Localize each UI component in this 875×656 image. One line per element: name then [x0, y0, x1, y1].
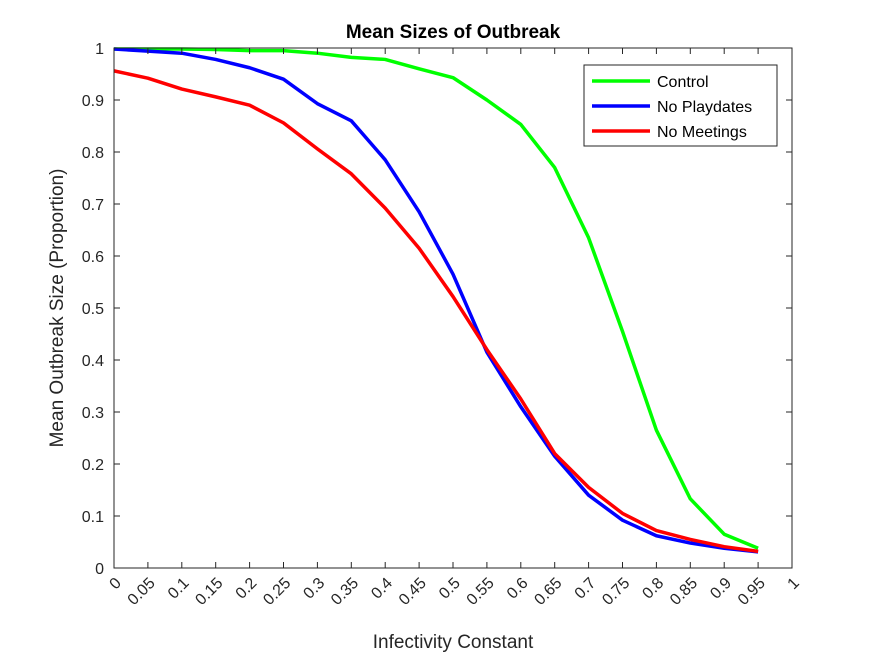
legend: Control No Playdates No Meetings	[583, 64, 778, 147]
y-tick-label: 0.4	[82, 353, 104, 370]
y-tick-label: 0.5	[82, 301, 104, 318]
series-line-control	[114, 47, 759, 550]
series-layer	[113, 47, 759, 554]
y-tick-labels: 0 0.1 0.2 0.3 0.4 0.5 0.6 0.7 0.8 0.9 1	[82, 41, 104, 578]
y-tick-label: 0.8	[82, 145, 104, 162]
legend-label-no-playdates: No Playdates	[657, 99, 752, 116]
y-tick-label: 0.3	[82, 405, 104, 422]
legend-label-control: Control	[657, 74, 709, 91]
axes-layer	[113, 47, 793, 569]
y-tick-label: 1	[95, 41, 104, 58]
legend-label-no-meetings: No Meetings	[657, 124, 747, 141]
y-tick-label: 0.2	[82, 457, 104, 474]
chart-title: Mean Sizes of Outbreak	[346, 22, 561, 43]
y-tick-label: 0.6	[82, 249, 104, 266]
y-tick-label: 0.7	[82, 197, 104, 214]
y-tick-label: 0	[95, 561, 104, 578]
y-axis-label: Mean Outbreak Size (Proportion)	[47, 169, 68, 448]
x-axis-label: Infectivity Constant	[373, 632, 534, 653]
series-line-no-meetings	[113, 69, 759, 554]
y-tick-label: 0.9	[82, 93, 104, 110]
series-line-no-playdates	[113, 47, 759, 554]
y-tick-label: 0.1	[82, 509, 104, 526]
